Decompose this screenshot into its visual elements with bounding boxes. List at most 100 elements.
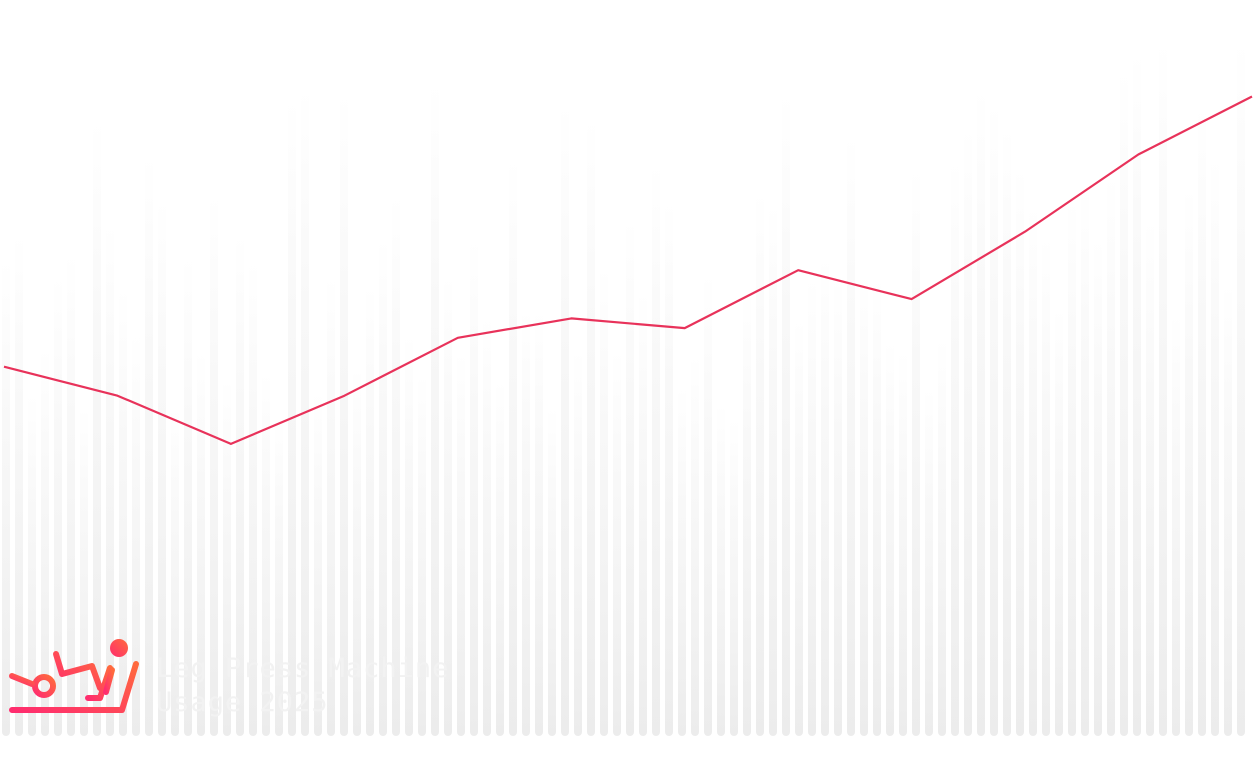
chart-title: Leg Press Machine Usage 2025 bbox=[156, 652, 449, 720]
background-bar bbox=[561, 102, 569, 737]
background-bar bbox=[28, 394, 36, 736]
background-bar bbox=[795, 319, 803, 736]
background-bar bbox=[236, 234, 244, 737]
background-bar bbox=[1055, 307, 1063, 736]
background-bar bbox=[158, 199, 166, 736]
background-bar bbox=[1003, 126, 1011, 737]
background-bar bbox=[639, 291, 647, 736]
background-bars bbox=[2, 40, 1245, 737]
background-bar bbox=[678, 387, 686, 736]
background-bar bbox=[106, 223, 114, 736]
background-bar bbox=[366, 285, 374, 736]
background-bar bbox=[470, 239, 478, 737]
background-bar bbox=[756, 190, 764, 737]
background-bar bbox=[990, 102, 998, 737]
background-bar bbox=[1224, 283, 1232, 736]
background-bar bbox=[704, 273, 712, 736]
brand-logo bbox=[8, 636, 140, 716]
background-bar bbox=[392, 194, 400, 737]
background-bar bbox=[1094, 238, 1102, 736]
background-bar bbox=[483, 317, 491, 736]
leg-press-machine-icon bbox=[9, 639, 139, 713]
background-bar bbox=[145, 154, 153, 736]
background-bar bbox=[808, 278, 816, 736]
background-bar bbox=[717, 403, 725, 736]
background-bar bbox=[1081, 187, 1089, 736]
background-bar bbox=[2, 259, 10, 736]
background-bar bbox=[509, 157, 517, 737]
background-bar bbox=[327, 276, 335, 736]
background-bar bbox=[691, 355, 699, 736]
background-bar bbox=[1237, 40, 1245, 736]
background-bar bbox=[899, 350, 907, 736]
background-bar bbox=[834, 278, 842, 736]
background-bar bbox=[197, 351, 205, 736]
background-bar bbox=[1159, 40, 1167, 736]
background-bar bbox=[93, 119, 101, 736]
background-bar bbox=[379, 237, 387, 737]
background-bar bbox=[80, 407, 88, 736]
background-bar bbox=[41, 348, 49, 736]
background-bar bbox=[1120, 69, 1128, 737]
background-bar bbox=[223, 379, 231, 736]
background-bar bbox=[886, 340, 894, 736]
background-bar bbox=[626, 218, 634, 736]
background-bar bbox=[652, 162, 660, 736]
background-bar bbox=[1198, 105, 1206, 736]
background-bar bbox=[1107, 174, 1115, 736]
background-bar bbox=[457, 352, 465, 736]
background-bar bbox=[1016, 166, 1024, 737]
background-bar bbox=[1211, 157, 1219, 736]
title-line-1: Leg Press Machine bbox=[156, 653, 450, 684]
background-bar bbox=[15, 234, 23, 737]
background-bar bbox=[314, 392, 322, 736]
background-bar bbox=[912, 168, 920, 736]
background-bar bbox=[730, 418, 738, 736]
background-bar bbox=[977, 87, 985, 736]
background-bar bbox=[171, 408, 179, 736]
background-bar bbox=[938, 338, 946, 736]
background-bar bbox=[587, 117, 595, 737]
background-bar bbox=[535, 309, 543, 736]
background-bar bbox=[249, 260, 257, 736]
background-bar bbox=[782, 92, 790, 736]
background-bar bbox=[665, 200, 673, 736]
background-bar bbox=[847, 134, 855, 736]
background-bar bbox=[1185, 186, 1193, 736]
background-bar bbox=[444, 275, 452, 736]
background-bar bbox=[54, 276, 62, 736]
background-bar bbox=[821, 257, 829, 736]
background-bar bbox=[405, 334, 413, 736]
background-bar bbox=[431, 81, 439, 736]
background-bar bbox=[210, 194, 218, 736]
background-bar bbox=[860, 273, 868, 736]
title-line-2: Usage 2025 bbox=[156, 687, 329, 718]
background-bar bbox=[67, 253, 75, 737]
background-bar bbox=[613, 351, 621, 736]
series-line-0 bbox=[3, 95, 1253, 445]
background-bar bbox=[353, 367, 361, 736]
background-bar bbox=[964, 126, 972, 737]
background-bar bbox=[951, 160, 959, 736]
background-bar bbox=[873, 277, 881, 736]
background-bar bbox=[600, 266, 608, 736]
background-bar bbox=[1068, 199, 1076, 737]
series-layer bbox=[3, 95, 1253, 445]
background-bar bbox=[1146, 219, 1154, 737]
background-bar bbox=[1133, 50, 1141, 737]
background-bar bbox=[1029, 205, 1037, 737]
background-bar bbox=[522, 309, 530, 736]
background-bar bbox=[132, 333, 140, 736]
background-bar bbox=[1172, 313, 1180, 736]
background-bar bbox=[1042, 236, 1050, 736]
background-bar bbox=[184, 256, 192, 736]
background-bar bbox=[548, 407, 556, 736]
background-bar bbox=[496, 380, 504, 736]
background-bar bbox=[574, 350, 582, 736]
background-bar bbox=[925, 388, 933, 736]
background-bar bbox=[743, 287, 751, 736]
background-bar bbox=[275, 417, 283, 736]
background-bar bbox=[340, 91, 348, 737]
